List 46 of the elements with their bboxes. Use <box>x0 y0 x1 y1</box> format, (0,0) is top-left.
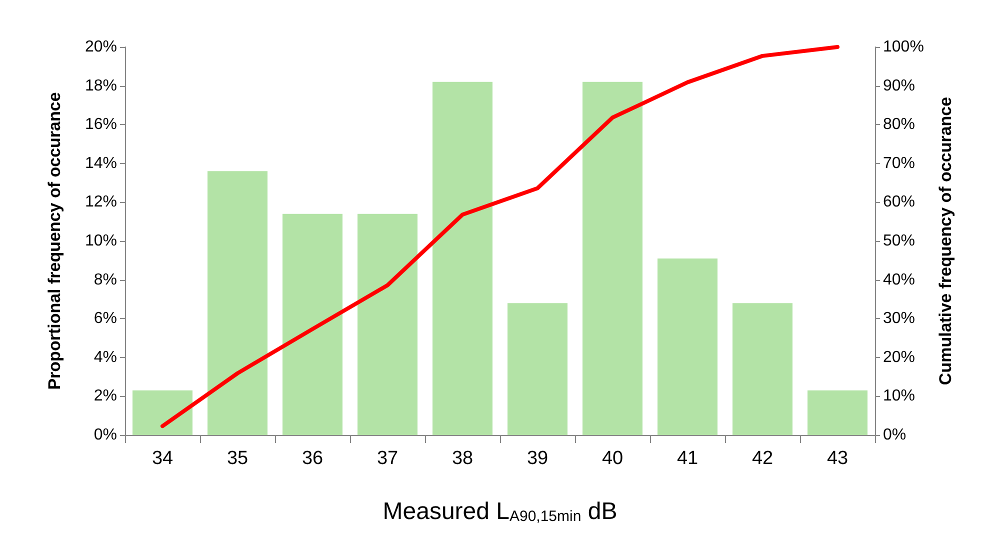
y-tick-label: 4% <box>94 348 117 366</box>
bar <box>132 390 192 435</box>
y2-tick-label: 100% <box>883 38 924 56</box>
y2-tick-label: 30% <box>883 310 916 328</box>
y-tick-label: 8% <box>94 271 117 288</box>
y2-axis-title: Cumulative frequency of occurance <box>936 96 955 386</box>
y2-tick-label: 20% <box>883 348 916 366</box>
y2-tick-label: 40% <box>883 271 916 288</box>
line-series <box>160 45 840 428</box>
x-tick-label: 35 <box>226 448 248 469</box>
y-tick-label: 6% <box>94 310 117 328</box>
y-tick-label: 10% <box>84 232 117 250</box>
y-tick-label: 14% <box>84 154 117 172</box>
y-tick-label: 16% <box>84 116 117 134</box>
y-tick-label: 12% <box>84 194 117 211</box>
y-tick-label: 0% <box>94 426 117 444</box>
y-tick-label: 20% <box>84 38 117 56</box>
x-tick-label: 37 <box>376 448 398 469</box>
x-tick-label: 43 <box>826 448 848 469</box>
y-axis-title: Proportional frequency of occurance <box>45 92 64 390</box>
x-tick-label: 41 <box>676 448 698 469</box>
bar <box>282 214 342 435</box>
y2-tick-label: 80% <box>883 116 916 134</box>
x-tick-label: 36 <box>302 448 324 469</box>
y2-tick-label: 0% <box>883 426 906 444</box>
x-tick-label: 39 <box>526 448 548 469</box>
x-tick-label: 34 <box>152 448 174 469</box>
bar <box>732 303 792 435</box>
x-axis-title: Measured LA90,15min dB <box>382 498 618 525</box>
y2-tick-label: 70% <box>883 154 916 172</box>
y2-tick-label: 50% <box>883 232 916 250</box>
bar <box>358 214 418 435</box>
x-tick-label: 40 <box>602 448 624 469</box>
bar <box>808 390 868 435</box>
y-tick-label: 18% <box>84 77 117 94</box>
bar <box>582 82 642 435</box>
y-tick-label: 2% <box>94 388 117 405</box>
y2-tick-label: 90% <box>883 77 916 94</box>
bar <box>432 82 492 435</box>
bar <box>508 303 568 435</box>
y2-tick-label: 10% <box>883 388 916 405</box>
y2-tick-label: 60% <box>883 194 916 211</box>
x-tick-label: 42 <box>752 448 774 469</box>
bar <box>658 258 718 435</box>
bar <box>208 171 268 435</box>
x-tick-label: 38 <box>452 448 474 469</box>
